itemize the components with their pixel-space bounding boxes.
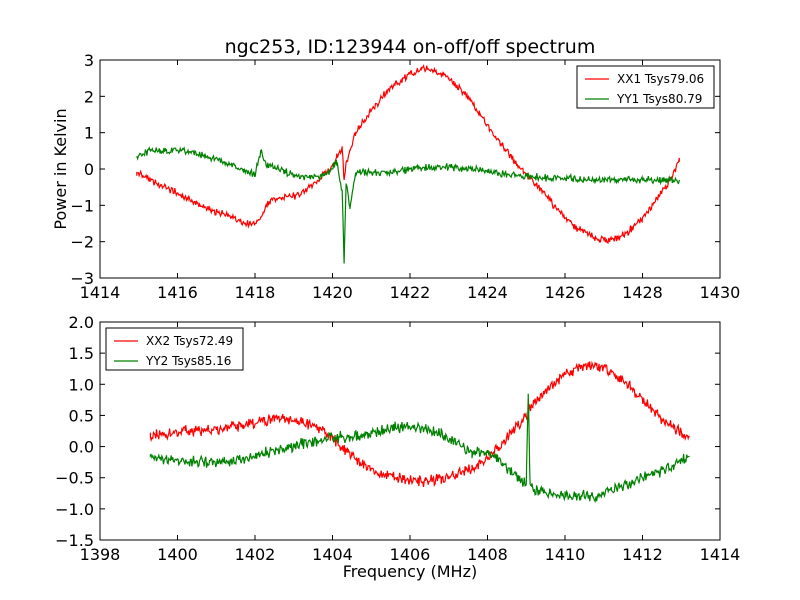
y-tick-label: 1 bbox=[84, 124, 94, 143]
legend-label: YY2 Tsys85.16 bbox=[145, 354, 231, 368]
top-plot: Power in Kelvin 1414 1416 1418 1420 1422 1424… bbox=[51, 51, 740, 302]
series-line-1 bbox=[136, 64, 680, 244]
x-tick-label: 1414 bbox=[80, 283, 121, 302]
figure-title: ngc253, ID:123944 on-off/off spectrum bbox=[225, 36, 596, 58]
x-tick-label: 1398 bbox=[80, 545, 121, 564]
x-tick-label: 1426 bbox=[545, 283, 586, 302]
y-tick-label: 3 bbox=[84, 51, 94, 70]
y-tick-label: 0.0 bbox=[69, 438, 94, 457]
x-tick-label: 1412 bbox=[622, 545, 663, 564]
x-tick-label: 1422 bbox=[390, 283, 431, 302]
legend bbox=[576, 65, 715, 109]
top-plot-y-axis-label: Power in Kelvin bbox=[51, 108, 70, 229]
y-tick-label: −1.0 bbox=[55, 500, 94, 519]
x-tick-label: 1416 bbox=[157, 283, 198, 302]
legend bbox=[105, 327, 244, 371]
y-tick-label: 2 bbox=[84, 87, 94, 106]
y-tick-label: −0.5 bbox=[55, 469, 94, 488]
legend-label: XX1 Tsys79.06 bbox=[617, 72, 704, 86]
legend-label: YY1 Tsys80.79 bbox=[616, 92, 702, 106]
x-tick-label: 1404 bbox=[312, 545, 353, 564]
legend-label: XX2 Tsys72.49 bbox=[146, 334, 233, 348]
y-tick-label: −3 bbox=[70, 269, 94, 288]
y-tick-label: 1.5 bbox=[69, 344, 94, 363]
y-tick-label: −2 bbox=[70, 233, 94, 252]
x-tick-label: 1400 bbox=[157, 545, 198, 564]
y-tick-label: −1.5 bbox=[55, 531, 94, 550]
x-tick-label: 1402 bbox=[235, 545, 276, 564]
x-tick-label: 1420 bbox=[312, 283, 353, 302]
y-tick-label: 0 bbox=[84, 160, 94, 179]
x-tick-label: 1408 bbox=[467, 545, 508, 564]
bottom-plot: Frequency (MHz) 1398 1400 1402 1404 1406 1408… bbox=[55, 313, 740, 581]
x-tick-label: 1418 bbox=[235, 283, 276, 302]
series-line-2 bbox=[149, 393, 690, 503]
y-tick-label: −1 bbox=[70, 196, 94, 215]
y-tick-label: 0.5 bbox=[69, 406, 94, 425]
y-tick-label: 1.0 bbox=[69, 375, 94, 394]
bottom-plot-x-axis-label: Frequency (MHz) bbox=[343, 562, 477, 581]
x-tick-label: 1430 bbox=[700, 283, 741, 302]
series-line-2 bbox=[136, 146, 680, 264]
x-tick-label: 1406 bbox=[390, 545, 431, 564]
x-tick-label: 1428 bbox=[622, 283, 663, 302]
x-tick-label: 1414 bbox=[700, 545, 741, 564]
y-tick-label: 2.0 bbox=[69, 313, 94, 332]
x-tick-label: 1424 bbox=[467, 283, 508, 302]
x-tick-label: 1410 bbox=[545, 545, 586, 564]
series-line-1 bbox=[149, 360, 690, 488]
